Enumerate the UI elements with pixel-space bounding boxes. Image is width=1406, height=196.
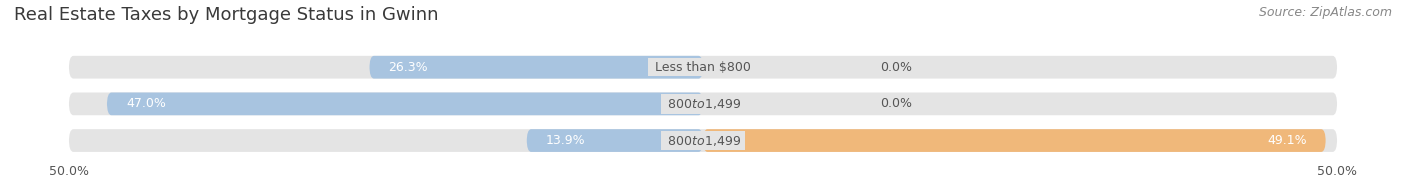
FancyBboxPatch shape (69, 93, 1337, 115)
Text: $800 to $1,499: $800 to $1,499 (664, 97, 742, 111)
FancyBboxPatch shape (703, 129, 1326, 152)
Text: 0.0%: 0.0% (880, 97, 912, 110)
Text: Real Estate Taxes by Mortgage Status in Gwinn: Real Estate Taxes by Mortgage Status in … (14, 6, 439, 24)
FancyBboxPatch shape (69, 129, 1337, 152)
Text: $800 to $1,499: $800 to $1,499 (664, 133, 742, 148)
Text: 47.0%: 47.0% (127, 97, 166, 110)
FancyBboxPatch shape (107, 93, 703, 115)
Text: 0.0%: 0.0% (880, 61, 912, 74)
Text: 13.9%: 13.9% (546, 134, 585, 147)
FancyBboxPatch shape (370, 56, 703, 79)
Text: Source: ZipAtlas.com: Source: ZipAtlas.com (1258, 6, 1392, 19)
Text: Less than $800: Less than $800 (651, 61, 755, 74)
Text: 49.1%: 49.1% (1267, 134, 1306, 147)
FancyBboxPatch shape (69, 56, 1337, 79)
FancyBboxPatch shape (527, 129, 703, 152)
Text: 26.3%: 26.3% (388, 61, 427, 74)
